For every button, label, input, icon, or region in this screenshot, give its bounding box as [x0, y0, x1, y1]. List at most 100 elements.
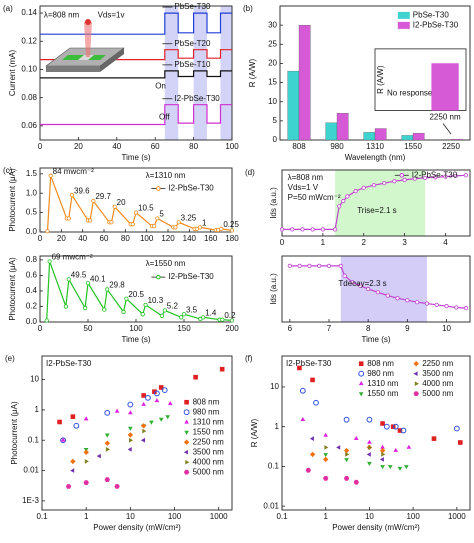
legend-label: 2250 nm	[193, 437, 224, 446]
peak-label: 0.25	[223, 220, 239, 229]
x-tick-label: 100	[406, 512, 420, 521]
data-point	[219, 226, 224, 231]
data-point	[434, 302, 439, 307]
data-point	[96, 453, 101, 459]
data-point	[83, 480, 89, 485]
data-point	[128, 426, 133, 431]
data-point	[70, 414, 76, 419]
bar	[401, 135, 414, 141]
data-point	[129, 437, 134, 443]
y-tick-label: 0	[273, 135, 278, 144]
x-tick-label: 9	[405, 324, 410, 333]
data-point	[127, 401, 134, 408]
data-point	[229, 318, 235, 323]
data-point	[320, 227, 325, 232]
inset-bar	[431, 63, 459, 111]
peak-label: 10.5	[138, 204, 154, 213]
y-axis-label: Current (mA)	[8, 50, 17, 97]
data-point	[337, 204, 342, 209]
data-point	[219, 366, 225, 372]
data-point	[405, 298, 410, 303]
x-tick-label: 10	[442, 324, 451, 333]
legend-marker	[358, 381, 364, 386]
y-axis-label: Photocurrent (μA)	[8, 168, 17, 232]
data-point	[366, 416, 373, 423]
data-point	[162, 308, 167, 313]
legend-marker	[413, 371, 418, 376]
peak-label: 1	[202, 218, 207, 227]
data-point	[343, 476, 350, 481]
data-point	[415, 300, 420, 305]
data-point	[140, 312, 145, 317]
peak-label: 40.1	[90, 274, 106, 283]
legend-label: PbSe-T20	[174, 39, 211, 48]
x-tick-label: 4	[443, 238, 448, 247]
data-point	[336, 445, 341, 450]
series-line	[40, 104, 232, 126]
annotation: λ=808 nm	[288, 173, 324, 182]
legend-marker	[414, 381, 419, 386]
data-point	[193, 374, 198, 380]
data-point	[367, 461, 372, 466]
x-tick-label: 20	[74, 142, 83, 151]
y-tick-label: 0.0	[26, 227, 38, 236]
data-point	[343, 447, 350, 454]
data-point	[152, 389, 157, 394]
data-point	[70, 458, 76, 465]
data-point	[433, 175, 438, 180]
data-point	[458, 440, 463, 445]
x-axis-label: Time (s)	[361, 335, 390, 344]
data-point	[165, 415, 170, 420]
y-axis-label: R (A/W)	[250, 418, 259, 447]
data-point	[323, 453, 328, 458]
y-axis-label: Ids (a.u.)	[269, 273, 278, 305]
data-point	[159, 313, 165, 318]
series-line	[40, 70, 232, 79]
y-axis-label: R (A/W)	[248, 58, 257, 87]
data-point	[300, 227, 305, 232]
legend-marker	[185, 459, 190, 465]
data-point	[309, 436, 314, 441]
x-tick-label: 10	[126, 512, 135, 521]
data-point	[44, 318, 49, 323]
bar	[374, 128, 387, 141]
y-tick-label: 1.0	[26, 188, 38, 197]
y-tick-label: 0.5	[26, 208, 38, 217]
data-point	[366, 452, 371, 457]
peak-label: 29.7	[95, 192, 111, 201]
y-tick-label: 0.06	[21, 121, 37, 130]
x-tick-label: 1000	[448, 512, 466, 521]
inset-y-label: R (A/W)	[376, 65, 385, 94]
data-point	[343, 416, 350, 423]
annotation: λ=1550 nm	[146, 259, 186, 268]
peak-label: 84 mwcm⁻²	[53, 167, 94, 176]
plot-frame	[281, 169, 471, 237]
legend-label: 2250 nm	[422, 359, 453, 368]
legend-marker	[358, 392, 364, 397]
legend-label: 1550 nm	[193, 427, 224, 436]
bar	[450, 138, 463, 141]
plot-frame	[281, 355, 471, 511]
y-tick-label: 0.12	[21, 36, 37, 45]
y-tick-label: 10	[270, 382, 279, 391]
data-point	[176, 220, 181, 225]
bar	[363, 132, 376, 141]
data-point	[104, 440, 110, 446]
data-point	[317, 263, 322, 268]
peak-label: 10.3	[148, 296, 164, 305]
shaded-region	[340, 256, 427, 322]
data-point	[220, 317, 225, 322]
data-point	[323, 476, 329, 481]
data-point	[392, 423, 399, 430]
x-tick-label: 160	[204, 234, 218, 243]
data-point	[104, 433, 110, 438]
data-point	[130, 222, 135, 227]
data-point	[69, 193, 75, 198]
x-tick-label: 2250	[442, 142, 460, 151]
peak-label: 0.2	[224, 311, 236, 320]
data-point	[141, 393, 146, 398]
data-point	[342, 273, 347, 278]
x-tick-label: 0	[38, 234, 43, 243]
y-axis-label: Ids (a.u.)	[269, 187, 278, 219]
